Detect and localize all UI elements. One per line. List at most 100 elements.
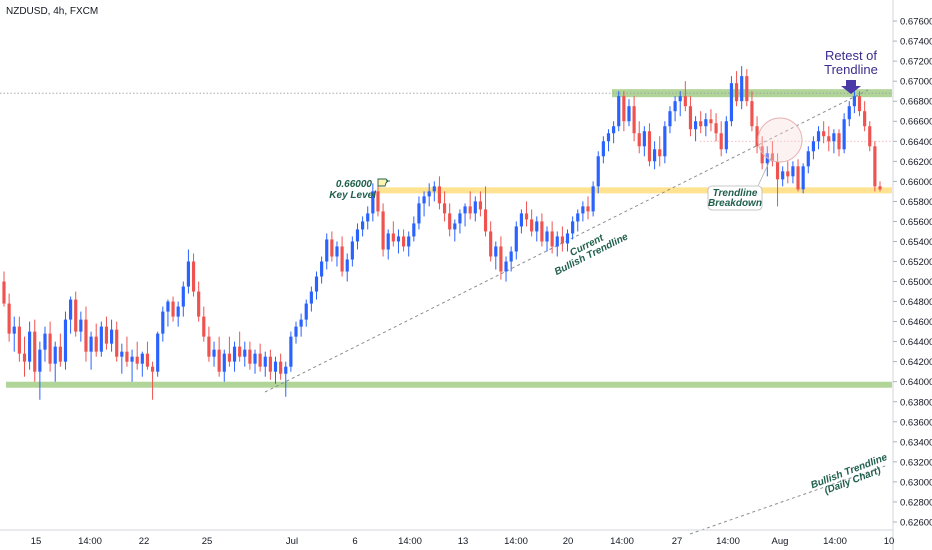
candle-body (284, 366, 288, 374)
candle (832, 129, 836, 154)
candle (156, 331, 160, 377)
candle-body (186, 261, 191, 287)
candle (258, 343, 262, 372)
candle (653, 141, 657, 170)
candle-body (212, 349, 216, 357)
candle (202, 306, 206, 342)
candle-body (489, 231, 493, 257)
candle-body (842, 119, 846, 150)
candle (442, 191, 447, 222)
candle (181, 281, 185, 317)
x-tick-label: 10 (884, 536, 895, 547)
candle-body (38, 349, 42, 372)
candle-body (243, 349, 247, 357)
candle-body (617, 96, 621, 127)
candle-body (330, 239, 334, 257)
candle-body (775, 161, 780, 180)
candle (314, 271, 319, 300)
candle (740, 66, 744, 110)
candle-body (253, 353, 257, 364)
candle-body (232, 346, 237, 362)
candle (186, 249, 191, 294)
candle (494, 241, 498, 270)
candle-body (386, 233, 390, 250)
candle-body (371, 191, 375, 214)
candle-body (453, 223, 457, 230)
candle-body (335, 246, 339, 257)
time-axis[interactable]: 15 14:00 22 25 Jul 6 14:00 13 14:00 20 14:00 27 14:0… (31, 536, 895, 547)
candle-body (12, 326, 16, 334)
candle-body (289, 336, 293, 367)
candle-body (658, 149, 662, 157)
pointing-hand-icon (377, 178, 390, 187)
candle-body (632, 106, 636, 134)
candle-body (222, 353, 226, 372)
y-tick-label: 0.67200 (900, 57, 932, 68)
candle (852, 91, 856, 114)
candle-body (176, 306, 180, 317)
candle-body (355, 229, 360, 242)
candle (524, 201, 529, 227)
x-tick-label: Jul (286, 536, 298, 547)
candle (130, 349, 134, 382)
candle (801, 163, 805, 194)
candle (796, 159, 800, 192)
candle (427, 183, 431, 207)
candle-body (571, 221, 575, 234)
candle-body (478, 201, 483, 210)
candle-body (171, 301, 175, 317)
breakdown-circle (757, 117, 803, 163)
x-tick-label: 14:00 (504, 536, 528, 547)
candle (693, 116, 698, 142)
candle-body (115, 329, 119, 357)
candle-body (94, 336, 98, 352)
candle (273, 356, 278, 384)
candle (432, 181, 436, 202)
candle (386, 229, 390, 260)
candle (781, 166, 785, 187)
candle-body (53, 346, 57, 364)
candle-body (586, 206, 590, 212)
candle-body (238, 346, 242, 357)
candle (43, 326, 47, 362)
y-tick-label: 0.63600 (900, 417, 932, 428)
candle-body (350, 241, 354, 260)
x-tick-label: 14:00 (716, 536, 740, 547)
candle (606, 129, 611, 152)
candle (12, 316, 16, 352)
y-tick-label: 0.66200 (900, 157, 932, 168)
candle (253, 349, 257, 374)
candle-body (361, 221, 365, 230)
candle-body (268, 356, 272, 372)
candle (330, 231, 334, 262)
candle-body (89, 336, 93, 352)
retest-label-line1: Retest of (825, 48, 877, 63)
price-axis[interactable]: 0.67600 0.67400 0.67200 0.67000 0.66800 0.666… (893, 17, 932, 529)
candle (161, 306, 165, 342)
candle-body (135, 356, 139, 364)
candle (811, 136, 815, 160)
candle-body (494, 246, 498, 257)
candle (596, 151, 600, 194)
candle (683, 81, 687, 112)
x-tick-label: 14:00 (78, 536, 102, 547)
candle (422, 191, 426, 217)
candle (22, 336, 27, 377)
candle (284, 361, 288, 397)
candle-body (309, 291, 313, 304)
candle-body (69, 299, 73, 320)
candle (565, 229, 570, 252)
candle (232, 341, 237, 372)
candle (166, 299, 170, 327)
candle-body (755, 126, 759, 147)
candle-body (627, 106, 631, 122)
candle (294, 321, 298, 344)
candle-body (663, 126, 667, 157)
candle (453, 219, 457, 242)
candle (89, 331, 93, 370)
candle-body (483, 209, 488, 232)
x-tick-label: 14:00 (398, 536, 422, 547)
candle (248, 341, 252, 370)
candle-body (125, 351, 129, 362)
